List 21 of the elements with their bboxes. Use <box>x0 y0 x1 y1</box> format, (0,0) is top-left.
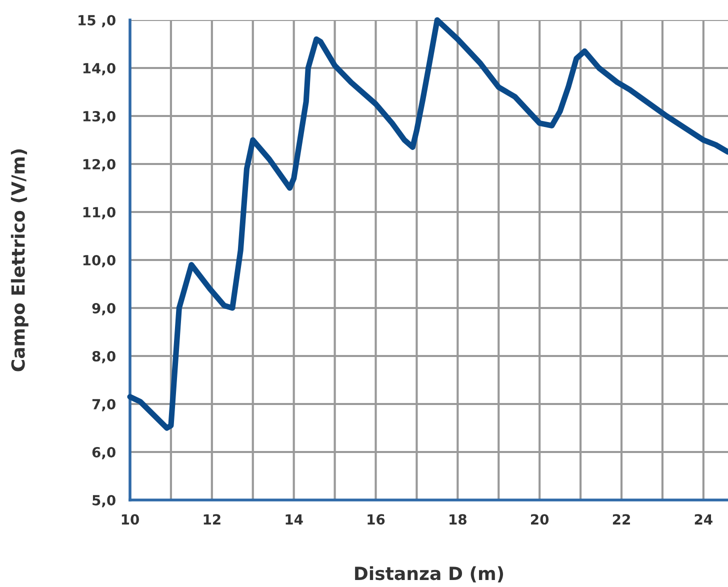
x-tick-label: 12 <box>204 514 220 524</box>
x-tick-label: 14 <box>286 514 303 524</box>
y-tick-label: 12,0 <box>83 158 116 172</box>
x-tick-label: 10 <box>122 514 139 525</box>
x-tick-label: 20 <box>531 514 549 525</box>
y-tick-label: 11,0 <box>83 206 116 220</box>
x-tick-label: 24 <box>694 514 712 524</box>
x-tick-label: 16 <box>368 514 385 525</box>
y-tick-label: 10,0 <box>83 254 116 268</box>
y-tick-label: 8,0 <box>92 350 116 364</box>
y-tick-label: 13,0 <box>83 110 116 124</box>
y-axis-title: Campo Elettrico (V/m) <box>10 149 28 372</box>
y-tick-label: 6,0 <box>92 446 116 460</box>
y-tick-label: 9,0 <box>92 302 116 316</box>
y-tick-label: 14,0 <box>83 62 116 76</box>
x-tick-label: 18 <box>450 514 466 525</box>
y-tick-label: 15 ,0 <box>78 14 116 28</box>
x-axis-title: Distanza D (m) <box>355 566 504 582</box>
x-tick-label: 22 <box>612 514 630 524</box>
y-tick-label: 7,0 <box>92 398 116 412</box>
y-tick-label: 5,0 <box>92 494 116 508</box>
